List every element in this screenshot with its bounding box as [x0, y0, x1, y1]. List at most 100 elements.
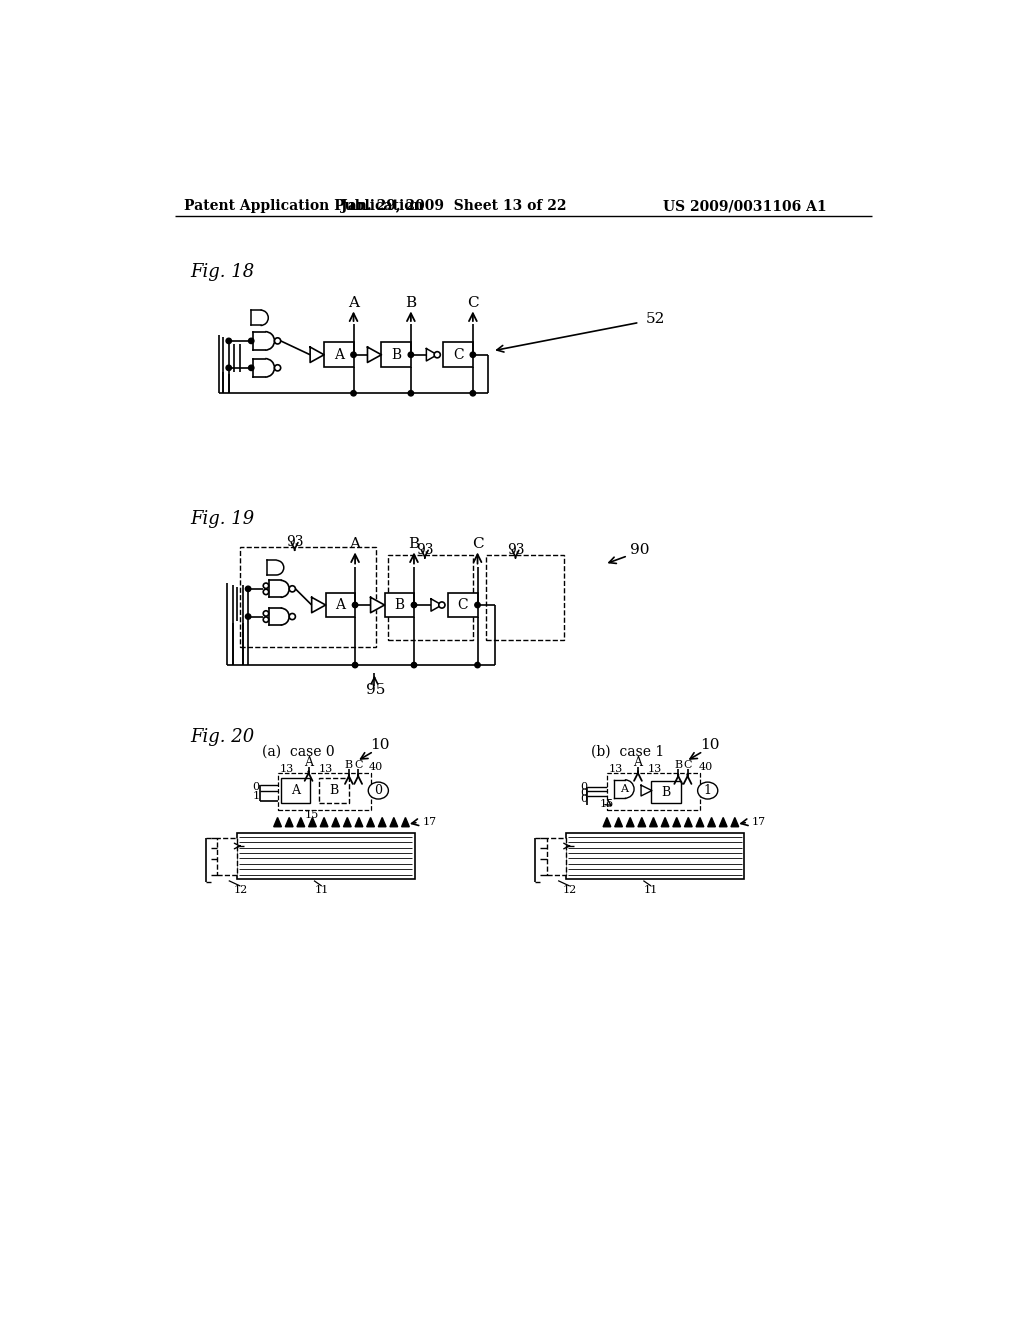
Polygon shape: [321, 817, 328, 826]
Circle shape: [412, 602, 417, 607]
Bar: [443, 342, 473, 367]
Text: 10: 10: [700, 738, 720, 752]
Text: 95: 95: [367, 682, 386, 697]
Polygon shape: [343, 817, 351, 826]
Circle shape: [289, 586, 295, 591]
Circle shape: [352, 602, 357, 607]
Text: A: A: [334, 347, 344, 362]
Polygon shape: [696, 817, 703, 826]
Circle shape: [246, 614, 251, 619]
Text: A: A: [348, 296, 359, 310]
Text: 12: 12: [233, 884, 248, 895]
Bar: [607, 774, 700, 810]
Bar: [319, 779, 349, 803]
Ellipse shape: [369, 781, 388, 799]
Text: A: A: [304, 756, 313, 770]
Circle shape: [263, 611, 268, 616]
Polygon shape: [731, 817, 738, 826]
Polygon shape: [371, 598, 385, 612]
Bar: [385, 593, 414, 618]
Text: A: A: [335, 598, 345, 612]
Text: (a)  case 0: (a) case 0: [262, 744, 335, 758]
Text: B: B: [391, 347, 401, 362]
Polygon shape: [684, 817, 692, 826]
Text: 13: 13: [318, 764, 333, 774]
Text: 40: 40: [698, 762, 713, 772]
Circle shape: [246, 586, 251, 591]
Circle shape: [274, 364, 281, 371]
Text: C: C: [467, 296, 478, 310]
Text: 11: 11: [644, 884, 658, 895]
Polygon shape: [355, 817, 362, 826]
Polygon shape: [431, 599, 442, 611]
Polygon shape: [297, 817, 305, 826]
Circle shape: [409, 391, 414, 396]
Polygon shape: [308, 817, 316, 826]
Circle shape: [263, 589, 268, 594]
Polygon shape: [286, 817, 293, 826]
Circle shape: [263, 583, 268, 589]
Bar: [547, 838, 566, 875]
Polygon shape: [708, 817, 716, 826]
Bar: [651, 781, 681, 803]
Text: B: B: [394, 598, 404, 612]
Polygon shape: [368, 347, 381, 363]
Circle shape: [470, 352, 475, 358]
Bar: [237, 833, 415, 879]
Text: 13: 13: [609, 764, 624, 774]
Polygon shape: [310, 347, 324, 363]
Circle shape: [249, 366, 254, 371]
Text: 0: 0: [581, 788, 587, 797]
Text: 0: 0: [581, 781, 587, 792]
Text: 1: 1: [252, 791, 259, 801]
Bar: [486, 554, 563, 640]
Text: C: C: [683, 760, 692, 770]
Circle shape: [352, 663, 357, 668]
Text: A: A: [291, 784, 300, 797]
Text: C: C: [458, 598, 468, 612]
Text: C: C: [453, 347, 464, 362]
Text: 40: 40: [369, 762, 383, 772]
Text: 93: 93: [286, 535, 303, 549]
Bar: [449, 593, 477, 618]
Text: 15: 15: [304, 810, 318, 820]
Text: Jan. 29, 2009  Sheet 13 of 22: Jan. 29, 2009 Sheet 13 of 22: [341, 199, 566, 213]
Circle shape: [351, 391, 356, 396]
Text: Fig. 18: Fig. 18: [190, 264, 254, 281]
Polygon shape: [426, 348, 437, 360]
Bar: [217, 838, 237, 875]
Ellipse shape: [697, 781, 718, 799]
Circle shape: [226, 338, 231, 343]
Circle shape: [274, 338, 281, 345]
Bar: [566, 833, 744, 879]
Bar: [388, 554, 473, 640]
Text: 0: 0: [252, 781, 259, 792]
Circle shape: [263, 616, 268, 622]
Text: A: A: [349, 537, 360, 552]
Text: B: B: [662, 785, 671, 799]
Text: 13: 13: [648, 764, 663, 774]
Text: Fig. 20: Fig. 20: [190, 729, 254, 746]
Bar: [381, 342, 411, 367]
Circle shape: [438, 602, 445, 609]
Polygon shape: [401, 817, 410, 826]
Text: 1: 1: [703, 784, 712, 797]
Polygon shape: [603, 817, 611, 826]
Text: 0: 0: [581, 795, 587, 804]
Text: B: B: [345, 760, 353, 770]
Polygon shape: [390, 817, 397, 826]
Text: C: C: [354, 760, 362, 770]
Text: Fig. 19: Fig. 19: [190, 510, 254, 528]
Text: B: B: [674, 760, 682, 770]
Polygon shape: [662, 817, 669, 826]
Text: 13: 13: [280, 764, 294, 774]
Polygon shape: [367, 817, 375, 826]
Text: 93: 93: [416, 543, 433, 557]
Bar: [324, 342, 353, 367]
Text: 17: 17: [423, 817, 436, 828]
Text: B: B: [406, 296, 417, 310]
Polygon shape: [649, 817, 657, 826]
Circle shape: [289, 614, 295, 619]
Bar: [241, 548, 376, 647]
Text: A: A: [634, 756, 642, 770]
